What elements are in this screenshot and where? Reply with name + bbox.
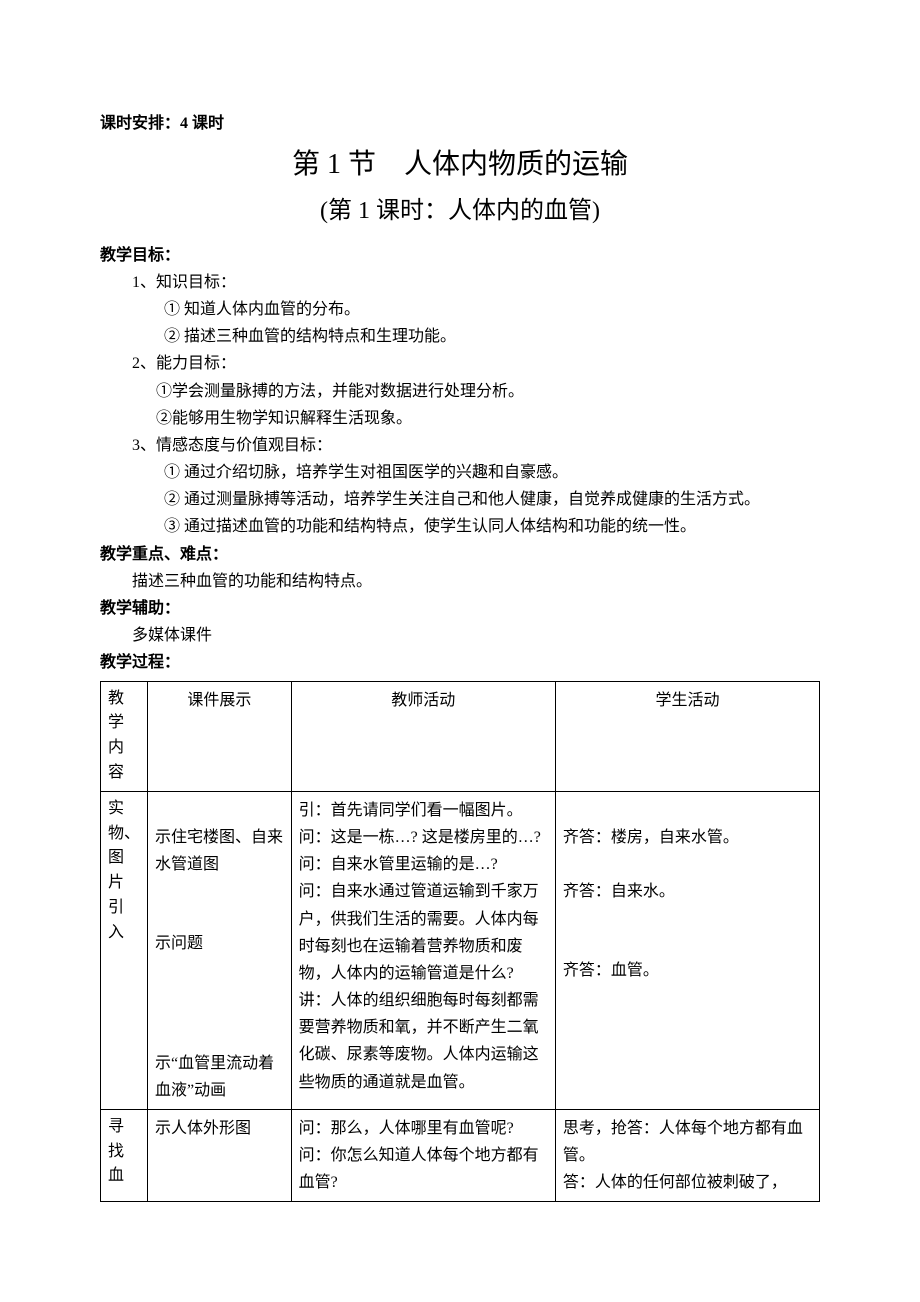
goal-knowledge-item: ② 描述三种血管的结构特点和生理功能。 [100,323,820,350]
goal-attitude-item: ③ 通过描述血管的功能和结构特点，使学生认同人体结构和功能的统一性。 [100,513,820,540]
row-student-cell: 思考，抢答：人体每个地方都有血管。 答：人体的任何部位被刺破了， [555,1109,819,1202]
teacher-line: 问：自来水管里运输的是…? [299,851,548,878]
table-header-content: 教学内容 [101,681,148,791]
table-header-courseware: 课件展示 [148,681,292,791]
teacher-line: 问：这是一栋…? 这是楼房里的…? [299,824,548,851]
row-teacher-cell: 问：那么，人体哪里有血管呢? 问：你怎么知道人体每个地方都有血管? [291,1109,555,1202]
row-content-label: 寻找血 [101,1109,148,1202]
table-row: 实物、图片引入 示住宅楼图、自来水管道图 示问题 示“血管里流动着血液”动画 引… [101,791,820,1109]
section-goals-heading: 教学目标： [100,242,820,269]
aid-text: 多媒体课件 [100,622,820,649]
table-header-teacher: 教师活动 [291,681,555,791]
goal-knowledge-item: ① 知道人体内血管的分布。 [100,296,820,323]
table-row: 寻找血 示人体外形图 问：那么，人体哪里有血管呢? 问：你怎么知道人体每个地方都… [101,1109,820,1202]
goal-attitude-item: ① 通过介绍切脉，培养学生对祖国医学的兴趣和自豪感。 [100,459,820,486]
schedule-label: 课时安排：4 课时 [100,115,224,132]
title-main: 第 1 节 人体内物质的运输 [100,141,820,189]
row-content-text: 实物、图片引入 [108,800,140,941]
row-courseware-cell: 示住宅楼图、自来水管道图 示问题 示“血管里流动着血液”动画 [148,791,292,1109]
table-header-content-text: 教学内容 [108,690,124,781]
focus-text: 描述三种血管的功能和结构特点。 [100,568,820,595]
teacher-line: 问：你怎么知道人体每个地方都有血管? [299,1142,548,1196]
goal-attitude-item-text: ② 通过测量脉搏等活动，培养学生关注自己和他人健康，自觉养成健康的生活方式。 [164,491,760,508]
document-page: 课时安排：4 课时 第 1 节 人体内物质的运输 (第 1 课时：人体内的血管)… [0,0,920,1302]
goal-ability-label: 2、能力目标： [100,350,820,377]
courseware-item: 示人体外形图 [155,1115,284,1142]
title-sub: (第 1 课时：人体内的血管) [100,191,820,232]
process-table: 教学内容 课件展示 教师活动 学生活动 实物、图片引入 示住宅楼图、自来水管道图… [100,681,820,1203]
row-teacher-cell: 引：首先请同学们看一幅图片。 问：这是一栋…? 这是楼房里的…? 问：自来水管里… [291,791,555,1109]
goal-ability-item: ②能够用生物学知识解释生活现象。 [100,405,820,432]
teacher-line: 问：那么，人体哪里有血管呢? [299,1115,548,1142]
row-courseware-cell: 示人体外形图 [148,1109,292,1202]
goal-knowledge-label: 1、知识目标： [100,269,820,296]
courseware-item: 示“血管里流动着血液”动画 [155,1050,284,1104]
section-aid-heading: 教学辅助： [100,595,820,622]
student-line: 齐答：楼房，自来水管。 [563,824,812,851]
row-content-text: 寻找血 [108,1118,124,1185]
goal-ability-item: ①学会测量脉搏的方法，并能对数据进行处理分析。 [100,378,820,405]
schedule-line: 课时安排：4 课时 [100,110,820,137]
goal-attitude-label: 3、情感态度与价值观目标： [100,432,820,459]
student-line: 答：人体的任何部位被刺破了， [563,1169,812,1196]
teacher-line: 引：首先请同学们看一幅图片。 [299,797,548,824]
teacher-line: 讲：人体的组织细胞每时每刻都需要营养物质和氧，并不断产生二氧化碳、尿素等废物。人… [299,987,548,1096]
student-line: 齐答：自来水。 [563,878,812,905]
table-header-student: 学生活动 [555,681,819,791]
courseware-item: 示问题 [155,930,284,957]
student-line: 齐答：血管。 [563,957,812,984]
courseware-item: 示住宅楼图、自来水管道图 [155,824,284,878]
section-focus-heading: 教学重点、难点： [100,541,820,568]
row-content-label: 实物、图片引入 [101,791,148,1109]
teacher-line: 问：自来水通过管道运输到千家万户，供我们生活的需要。人体内每时每刻也在运输着营养… [299,878,548,987]
row-student-cell: 齐答：楼房，自来水管。 齐答：自来水。 齐答：血管。 [555,791,819,1109]
goal-attitude-item: ② 通过测量脉搏等活动，培养学生关注自己和他人健康，自觉养成健康的生活方式。 [100,486,820,513]
section-process-heading: 教学过程： [100,649,820,676]
table-header-row: 教学内容 课件展示 教师活动 学生活动 [101,681,820,791]
student-line: 思考，抢答：人体每个地方都有血管。 [563,1115,812,1169]
